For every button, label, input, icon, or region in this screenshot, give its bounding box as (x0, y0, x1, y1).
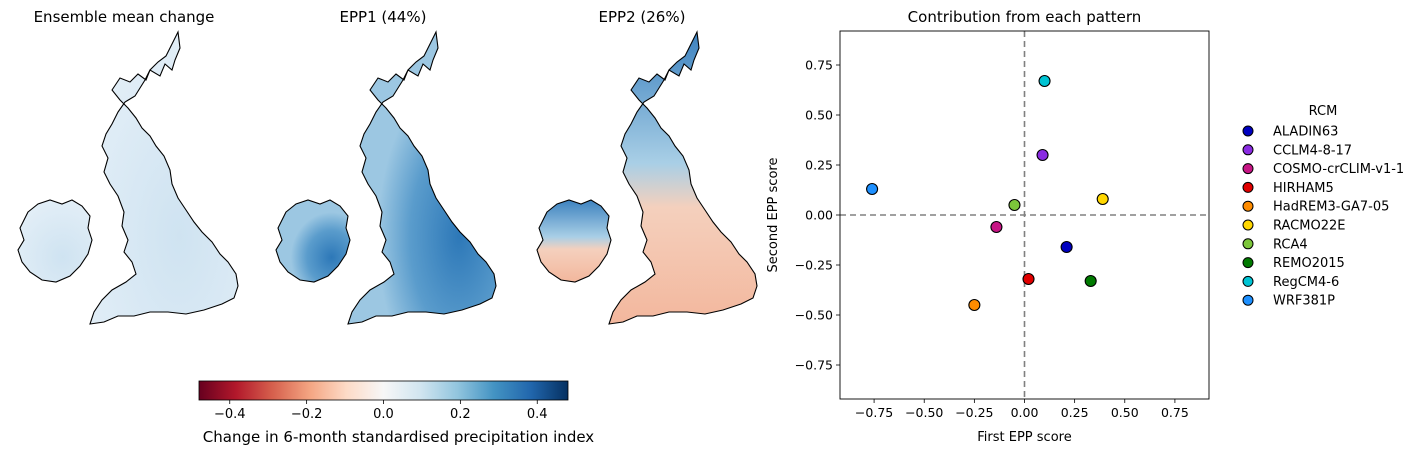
map-title-3: EPP2 (26%) (599, 8, 686, 26)
colorbar-tick-label: −0.2 (291, 407, 323, 422)
scatter-point-remo2015 (1084, 274, 1097, 288)
x-tick-label: −0.50 (905, 405, 943, 420)
legend-entry: RCA4 (1273, 237, 1308, 252)
x-axis-label: First EPP score (977, 430, 1071, 445)
y-tick-label: −0.50 (795, 308, 833, 323)
x-tick-label: 0.50 (1111, 405, 1139, 420)
scatter-point-hirham5 (1022, 272, 1035, 286)
y-axis-label: Second EPP score (766, 158, 781, 273)
scatter-point-regcm4-6 (1038, 74, 1051, 88)
scatter-point-cosmo-crclim-v1-1 (990, 220, 1003, 234)
map-title-2: EPP1 (44%) (340, 8, 427, 26)
legend-marker (1242, 181, 1254, 193)
legend-marker (1242, 219, 1254, 231)
legend-marker (1242, 125, 1254, 137)
legend-entry: WRF381P (1273, 294, 1335, 309)
x-tick-label: −0.75 (855, 405, 893, 420)
legend-marker (1242, 275, 1254, 287)
scatter-point-cclm4-8-17 (1036, 148, 1049, 162)
colorbar (198, 380, 569, 401)
y-tick-label: −0.75 (795, 358, 833, 373)
epp2-map (536, 31, 758, 325)
x-tick-label: 0.25 (1061, 405, 1089, 420)
legend-entry: CCLM4-8-17 (1273, 143, 1352, 158)
colorbar-label: Change in 6-month standardised precipita… (203, 428, 595, 446)
legend-marker (1242, 238, 1254, 250)
epp1-map (275, 31, 497, 325)
ireland-outline (275, 199, 351, 283)
legend-marker (1242, 257, 1254, 269)
y-tick-label: 0.50 (805, 108, 833, 123)
scatter-title: Contribution from each pattern (908, 8, 1142, 26)
great-britain-outline (608, 31, 758, 325)
legend-entry: RegCM4-6 (1273, 275, 1339, 290)
legend-marker (1242, 294, 1254, 306)
y-tick-label: 0.25 (805, 158, 833, 173)
ireland-outline (17, 199, 93, 283)
colorbar-tick-label: −0.4 (214, 407, 246, 422)
map-title-1: Ensemble mean change (34, 8, 215, 26)
legend-title: RCM (1309, 104, 1338, 119)
ireland-outline (536, 199, 612, 283)
y-tick-label: 0.00 (805, 208, 833, 223)
legend-entry: COSMO-crCLIM-v1-1 (1273, 162, 1404, 177)
scatter-point-racmo22e (1096, 192, 1109, 206)
y-tick-label: −0.25 (795, 258, 833, 273)
x-tick-label: 0.00 (1011, 405, 1039, 420)
great-britain-outline (89, 31, 239, 325)
legend-entry: RACMO22E (1273, 219, 1345, 234)
legend-marker (1242, 163, 1254, 175)
scatter-axes-frame (839, 30, 1210, 400)
colorbar-tick-label: 0.0 (373, 407, 394, 422)
scatter-point-aladin63 (1060, 240, 1073, 254)
legend-entry: HIRHAM5 (1273, 181, 1334, 196)
x-tick-label: −0.25 (955, 405, 993, 420)
ensemble-mean-map (17, 31, 239, 325)
legend-marker (1242, 144, 1254, 156)
scatter-point-rca4 (1008, 198, 1021, 212)
colorbar-tick-label: 0.2 (450, 407, 471, 422)
scatter-point-wrf381p (866, 182, 879, 196)
x-tick-label: 0.75 (1161, 405, 1189, 420)
colorbar-tick-label: 0.4 (527, 407, 548, 422)
legend-entry: ALADIN63 (1273, 125, 1338, 140)
scatter-point-hadrem3-ga7-05 (968, 298, 981, 312)
y-tick-label: 0.75 (805, 58, 833, 73)
legend-entry: REMO2015 (1273, 256, 1345, 271)
legend-marker (1242, 200, 1254, 212)
legend-entry: HadREM3-GA7-05 (1273, 200, 1389, 215)
great-britain-outline (347, 31, 497, 325)
